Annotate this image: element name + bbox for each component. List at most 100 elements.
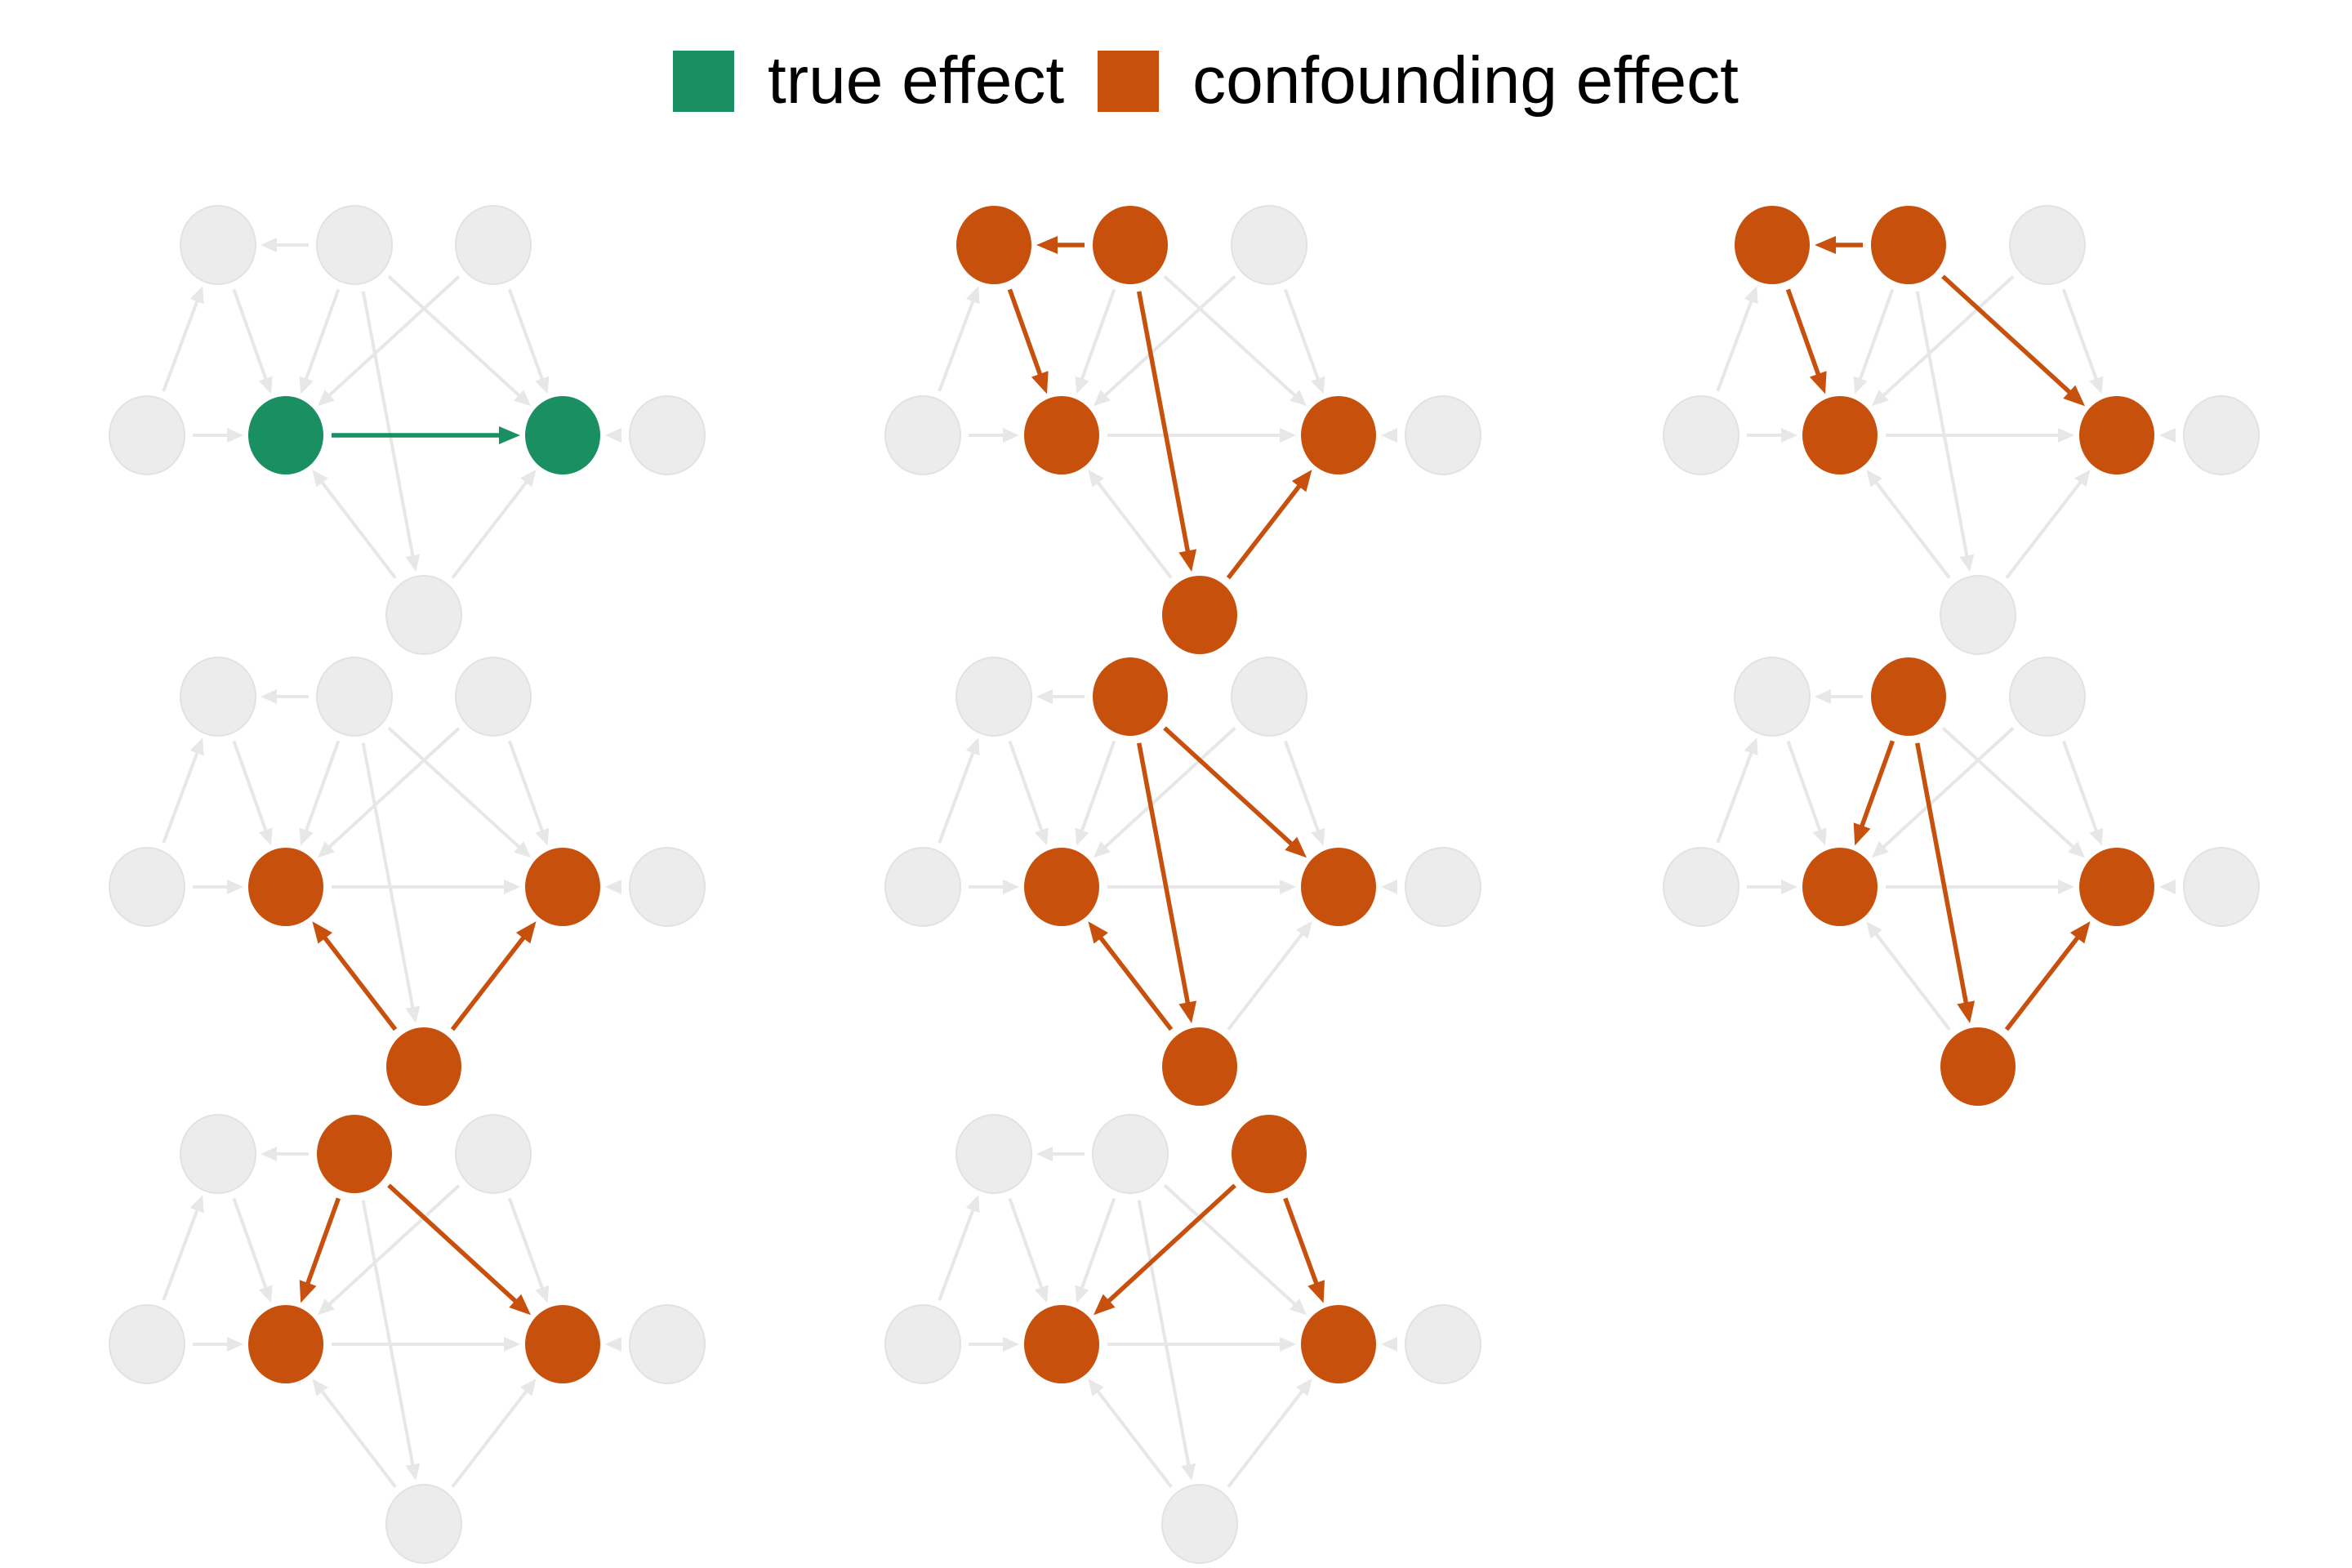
node-A xyxy=(956,1114,1032,1194)
confounding-effect-swatch-icon xyxy=(1098,50,1160,112)
node-F xyxy=(1301,396,1376,474)
arrowhead-C-E xyxy=(1094,841,1111,858)
edge-D-A xyxy=(938,1202,978,1301)
arrowhead-C-F xyxy=(535,1285,550,1303)
node-E xyxy=(248,848,323,926)
node-E xyxy=(248,396,323,474)
node-G xyxy=(629,395,706,475)
node-A xyxy=(180,205,256,285)
arrowhead-H-E xyxy=(1088,1379,1104,1396)
edge-B-H xyxy=(1136,291,1192,561)
legend-label-true-effect: true effect xyxy=(768,43,1065,118)
arrowhead-B-F xyxy=(514,390,531,407)
edge-A-E xyxy=(1786,740,1824,838)
edge-D-A xyxy=(938,745,978,844)
node-G xyxy=(2183,847,2260,927)
edge-H-F xyxy=(2004,929,2085,1031)
arrowhead-B-A xyxy=(1036,689,1053,704)
arrowhead-E-F xyxy=(2058,428,2074,443)
dag-panel-path-e-h-f xyxy=(109,657,706,1106)
edge-D-A xyxy=(162,293,202,392)
arrowhead-B-A xyxy=(261,1147,277,1161)
node-H xyxy=(386,1027,461,1106)
edge-B-F xyxy=(1163,726,1300,852)
node-C xyxy=(455,657,532,737)
node-B xyxy=(1093,657,1168,736)
edge-A-E xyxy=(1785,288,1824,384)
arrowhead-B-F xyxy=(1290,1298,1307,1316)
edge-B-E xyxy=(1856,740,1895,835)
edge-H-F xyxy=(1227,927,1308,1031)
arrowhead-B-H xyxy=(405,554,421,572)
arrowhead-B-E xyxy=(299,1280,317,1303)
edge-C-F xyxy=(1283,1197,1322,1294)
arrowhead-C-E xyxy=(1094,390,1111,407)
node-E xyxy=(1024,1305,1099,1383)
edge-B-E xyxy=(302,740,341,838)
arrowhead-H-F xyxy=(1296,1379,1312,1396)
edge-B-F xyxy=(387,726,526,853)
arrowhead-E-F xyxy=(1280,880,1296,894)
edge-C-F xyxy=(507,740,546,838)
node-G xyxy=(1405,395,1481,475)
edge-C-E xyxy=(1877,275,2015,402)
arrowhead-C-E xyxy=(1094,1294,1116,1316)
edge-B-E xyxy=(1078,740,1116,838)
arrowhead-B-F xyxy=(2068,841,2085,858)
edge-C-E xyxy=(323,1184,461,1311)
edge-C-E xyxy=(1098,727,1236,853)
arrowhead-G-F xyxy=(605,1337,621,1352)
edge-B-F xyxy=(387,1183,524,1309)
edge-H-E xyxy=(1870,475,1951,579)
edge-H-E xyxy=(1092,1384,1173,1488)
node-D xyxy=(884,395,961,475)
node-B xyxy=(1092,1114,1169,1194)
edge-B-H xyxy=(1136,742,1192,1013)
dag-panel-true-effect xyxy=(109,205,706,655)
arrowhead-D-E xyxy=(1781,428,1797,443)
legend-item-true-effect: true effect xyxy=(673,47,1064,114)
node-H xyxy=(1162,576,1237,654)
arrowhead-A-E xyxy=(258,827,273,846)
arrowhead-B-F xyxy=(514,841,531,858)
arrowhead-B-F xyxy=(509,1294,531,1316)
arrowhead-D-A xyxy=(965,737,980,756)
arrowhead-G-F xyxy=(2159,428,2176,443)
node-H xyxy=(385,1484,462,1564)
edge-B-F xyxy=(1941,726,2080,853)
arrowhead-C-E xyxy=(318,841,335,858)
arrowhead-E-F xyxy=(504,880,520,894)
edge-C-E xyxy=(323,275,461,402)
node-G xyxy=(1405,847,1481,927)
edge-D-A xyxy=(1716,745,1756,844)
arrowhead-C-F xyxy=(535,827,550,846)
arrowhead-D-A xyxy=(965,1195,980,1214)
edge-D-A xyxy=(1716,293,1756,392)
arrowhead-D-A xyxy=(965,286,980,305)
node-H xyxy=(1940,575,2016,655)
arrowhead-H-E xyxy=(1088,470,1104,488)
node-A xyxy=(956,206,1031,284)
arrowhead-B-H xyxy=(1181,1463,1196,1481)
legend-label-confounding-effect: confounding effect xyxy=(1192,43,1739,118)
edge-B-E xyxy=(302,288,341,386)
dag-panel-path-e-b-h-f xyxy=(1663,657,2260,1106)
arrowhead-D-E xyxy=(1003,880,1019,894)
arrowhead-A-E xyxy=(258,1285,273,1303)
arrowhead-B-A xyxy=(1815,689,1831,704)
edge-H-F xyxy=(451,475,532,579)
node-A xyxy=(180,1114,256,1194)
node-D xyxy=(109,1304,185,1384)
node-D xyxy=(1663,395,1740,475)
edge-B-F xyxy=(1163,274,1302,402)
arrowhead-D-E xyxy=(227,428,243,443)
arrowhead-C-E xyxy=(1872,841,1889,858)
node-B xyxy=(317,1115,392,1193)
edge-H-F xyxy=(2005,475,2087,579)
arrowhead-H-F xyxy=(1296,921,1312,939)
node-B xyxy=(316,205,393,285)
arrowhead-B-F xyxy=(1285,836,1307,858)
dag-panel-path-e-h-b-f xyxy=(884,657,1481,1106)
arrowhead-C-E xyxy=(318,1298,335,1316)
arrowhead-A-E xyxy=(258,376,273,394)
